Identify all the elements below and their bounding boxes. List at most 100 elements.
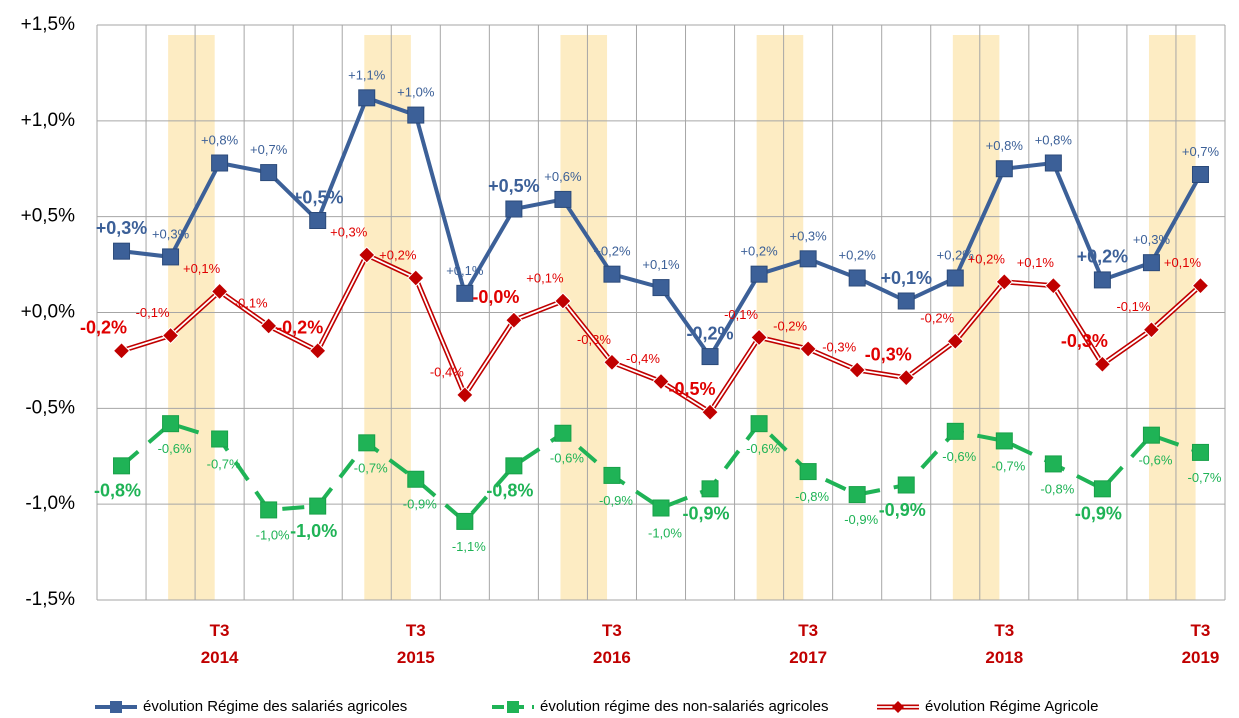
data-label: +0,6%	[544, 169, 582, 184]
x-tick-label: T3 2015	[397, 621, 435, 667]
marker	[505, 200, 523, 218]
y-tick-label: -1,0%	[25, 493, 75, 514]
data-label: +0,1%	[446, 263, 484, 278]
data-label: -0,8%	[486, 481, 533, 501]
data-label: +0,1%	[1164, 255, 1202, 270]
data-label: -0,4%	[430, 364, 464, 379]
marker	[309, 497, 327, 515]
marker	[259, 317, 278, 335]
highlight-band	[364, 35, 411, 600]
marker	[456, 386, 474, 404]
marker	[554, 190, 572, 208]
marker	[162, 415, 180, 433]
data-label: -0,7%	[1187, 470, 1221, 485]
data-label: +0,5%	[292, 187, 344, 207]
data-label: -0,2%	[773, 318, 807, 333]
marker	[995, 273, 1014, 291]
data-label: +0,7%	[250, 142, 288, 157]
data-label: -0,1%	[136, 305, 170, 320]
marker	[210, 282, 229, 301]
marker	[946, 269, 964, 287]
marker	[358, 89, 376, 107]
data-label: -0,2%	[920, 311, 954, 326]
x-tick-label: T3 2019	[1182, 621, 1220, 667]
data-label: -0,1%	[234, 295, 268, 310]
marker	[505, 311, 523, 329]
data-label: +0,3%	[96, 218, 148, 238]
series-line	[120, 420, 1202, 525]
marker	[358, 246, 376, 264]
data-label: +0,1%	[526, 270, 564, 285]
marker	[161, 326, 180, 345]
data-label: -0,8%	[795, 489, 829, 504]
highlight-band	[1148, 35, 1196, 600]
marker	[113, 242, 131, 260]
marker	[701, 348, 719, 366]
data-label: +0,2%	[1077, 247, 1129, 267]
marker	[1191, 276, 1210, 295]
marker	[946, 422, 964, 440]
data-label: -0,6%	[550, 451, 584, 466]
data-label: -0,9%	[1075, 504, 1122, 524]
data-label: -0,7%	[207, 456, 241, 471]
marker	[505, 457, 523, 475]
y-tick-label: -0,5%	[25, 397, 75, 418]
data-label: +1,0%	[397, 85, 435, 100]
marker	[750, 328, 768, 347]
y-tick-label: +0,0%	[21, 302, 76, 323]
data-label: -0,5%	[669, 379, 716, 399]
legend-label: évolution régime des non-salariés agrico…	[540, 698, 829, 715]
data-label: -0,9%	[879, 500, 926, 520]
data-label: -0,9%	[683, 504, 730, 524]
marker	[799, 463, 817, 481]
marker	[308, 342, 327, 360]
marker	[701, 480, 719, 498]
marker	[211, 430, 229, 448]
marker	[603, 265, 621, 283]
marker	[260, 501, 278, 519]
marker	[897, 476, 915, 494]
data-label: -0,6%	[942, 449, 976, 464]
marker	[1093, 271, 1111, 289]
data-label: +0,3%	[330, 224, 368, 239]
marker	[1142, 254, 1160, 272]
legend-label: évolution Régime des salariés agricoles	[143, 698, 407, 715]
legend-marker	[110, 701, 122, 713]
marker	[701, 403, 719, 421]
data-label: -0,3%	[822, 339, 856, 354]
legend-marker	[892, 701, 904, 713]
marker	[407, 470, 425, 488]
highlight-band	[560, 35, 608, 600]
data-label: -0,6%	[158, 441, 192, 456]
y-tick-label: +1,0%	[21, 110, 76, 131]
data-label: -0,9%	[844, 512, 878, 527]
marker	[407, 269, 425, 287]
data-label: +0,7%	[1182, 144, 1220, 159]
marker	[652, 499, 670, 517]
marker	[897, 368, 915, 387]
marker	[1044, 276, 1063, 295]
legend-marker	[507, 701, 519, 713]
data-label: +0,3%	[152, 226, 190, 241]
marker	[750, 265, 768, 283]
marker	[897, 292, 915, 310]
marker	[652, 372, 670, 391]
x-tick-label: T3 2014	[201, 621, 239, 667]
data-label: -1,0%	[256, 527, 290, 542]
data-label: +0,2%	[968, 251, 1006, 266]
data-label: +0,8%	[1035, 132, 1073, 147]
data-label: -0,1%	[724, 307, 758, 322]
data-label: +0,1%	[1017, 255, 1055, 270]
data-label: -0,2%	[276, 318, 323, 338]
marker	[1142, 321, 1161, 339]
marker	[1044, 455, 1062, 473]
data-label: -0,6%	[746, 441, 780, 456]
y-tick-label: +1,5%	[21, 14, 76, 35]
data-label: -0,7%	[354, 460, 388, 475]
marker	[848, 361, 866, 379]
y-tick-label: +0,5%	[21, 206, 76, 227]
x-tick-label: T3 2016	[593, 621, 631, 667]
marker	[1191, 166, 1209, 183]
marker	[554, 292, 572, 310]
